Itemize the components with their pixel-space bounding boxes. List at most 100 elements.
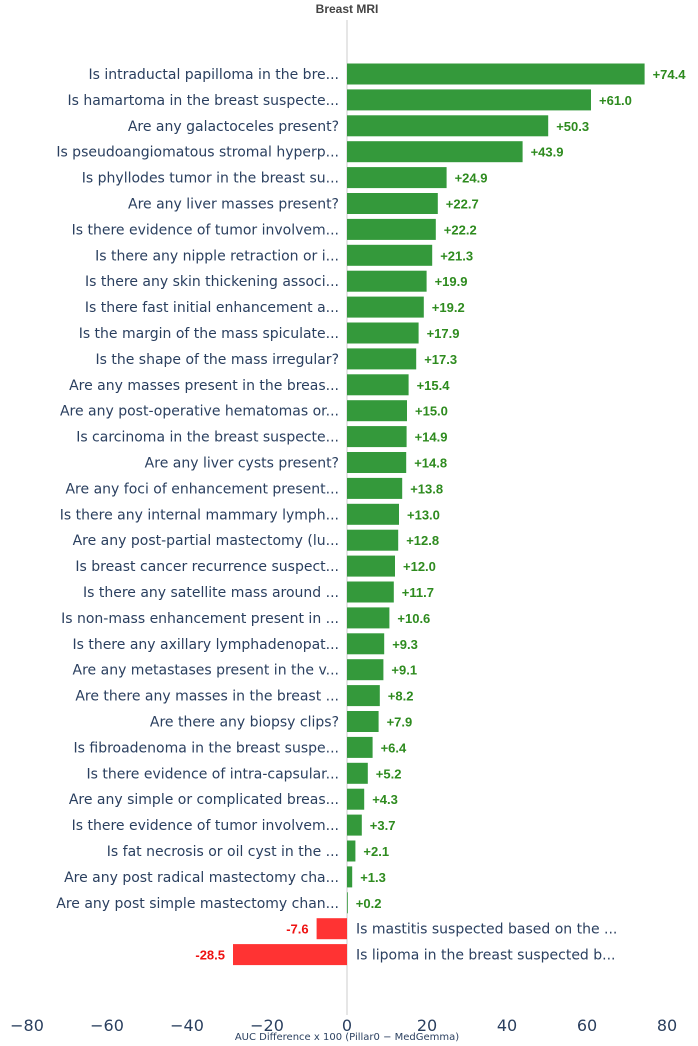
x-tick-label: 20	[417, 1016, 437, 1035]
category-label: Is there any axillary lymphadenopat...	[72, 637, 339, 653]
bar	[347, 270, 427, 292]
bar	[347, 322, 419, 344]
bar	[347, 167, 447, 189]
value-label: +13.0	[407, 507, 440, 522]
bars-group	[233, 63, 645, 966]
category-label: Is there any skin thickening associ...	[85, 274, 339, 290]
bar	[347, 374, 409, 396]
bar	[347, 426, 407, 448]
category-label: Are any galactoceles present?	[128, 119, 339, 135]
category-label: Are there any masses in the breast ...	[75, 689, 339, 705]
chart-title: Breast MRI	[316, 2, 379, 16]
value-label: +15.0	[415, 404, 448, 419]
value-label: +9.1	[391, 663, 417, 678]
x-tick-label: 80	[657, 1016, 677, 1035]
category-label: Are any post radical mastectomy cha...	[64, 870, 339, 886]
value-label: -7.6	[286, 922, 308, 937]
value-label: +10.6	[397, 611, 430, 626]
value-label: +17.9	[427, 326, 460, 341]
category-label: Is breast cancer recurrence suspect...	[75, 559, 339, 575]
bar	[347, 400, 407, 422]
x-tick-label: −20	[250, 1016, 284, 1035]
value-label: +14.8	[414, 456, 447, 471]
bar	[347, 788, 365, 810]
value-label: +1.3	[360, 870, 386, 885]
x-tick-label: 40	[497, 1016, 517, 1035]
value-label: +2.1	[363, 844, 389, 859]
category-label: Are any post-operative hematomas or...	[60, 404, 339, 420]
value-label: +19.2	[432, 300, 465, 315]
value-label: +21.3	[440, 248, 473, 263]
category-label: Are any post-partial mastectomy (lu...	[73, 533, 339, 549]
bar	[347, 840, 356, 862]
bar	[233, 944, 347, 966]
bar	[347, 685, 380, 707]
bar	[347, 244, 433, 266]
x-axis-title: AUC Difference x 100 (Pillar0 − MedGemma…	[235, 1032, 459, 1043]
bar	[347, 193, 438, 214]
bar	[347, 736, 373, 758]
x-tick-label: −80	[10, 1016, 44, 1035]
bar	[347, 348, 417, 370]
category-label: Is pseudoangiomatous stromal hyperp...	[56, 145, 339, 161]
value-label: +19.9	[435, 274, 468, 289]
category-label: Is there evidence of tumor involvem...	[72, 222, 339, 238]
category-label: Are there any biopsy clips?	[150, 715, 339, 731]
value-label: +15.4	[417, 378, 451, 393]
category-label: Is there any internal mammary lymph...	[60, 507, 339, 523]
value-label: +8.2	[388, 689, 414, 704]
category-labels: Is intraductal papilloma in the bre... Is…	[56, 67, 617, 964]
value-label: +13.8	[410, 481, 443, 496]
value-label: -28.5	[195, 948, 225, 963]
bar	[347, 452, 407, 473]
category-label: Are any masses present in the breas...	[69, 378, 339, 394]
category-label: Is phyllodes tumor in the breast su...	[82, 171, 339, 187]
bar	[316, 918, 347, 940]
value-label: +24.9	[455, 171, 488, 186]
value-labels: +74.4 +61.0 +50.3 +43.9 +24.9 +22.7 +22.2 +21.3…	[195, 67, 686, 963]
bar	[347, 607, 390, 629]
value-label: +4.3	[372, 792, 398, 807]
value-label: +74.4	[653, 67, 687, 82]
category-label: Is mastitis suspected based on the ...	[356, 922, 617, 938]
value-label: +22.2	[444, 222, 477, 237]
value-label: +6.4	[381, 740, 407, 755]
category-label: Are any post simple mastectomy chan...	[56, 896, 339, 912]
bar	[347, 711, 379, 732]
bar	[347, 633, 385, 655]
x-axis-ticks: −80 −60 −40 −20 0 20 40 60 80	[10, 1016, 677, 1035]
bar	[347, 477, 403, 499]
value-label: +12.8	[406, 533, 439, 548]
bar	[347, 762, 368, 784]
value-label: +7.9	[387, 715, 413, 730]
category-label: Are any liver masses present?	[128, 197, 339, 213]
bar	[347, 866, 353, 888]
value-label: +11.7	[402, 585, 434, 600]
bar	[347, 63, 645, 85]
category-label: Is the margin of the mass spiculate...	[79, 326, 339, 342]
category-label: Is fat necrosis or oil cyst in the ...	[107, 844, 339, 860]
bar	[347, 529, 399, 551]
value-label: +50.3	[556, 119, 589, 134]
bar	[347, 814, 362, 836]
bar	[347, 141, 523, 163]
value-label: +12.0	[403, 559, 436, 574]
category-label: Is there evidence of intra-capsular...	[87, 766, 340, 782]
bar	[347, 89, 591, 111]
x-tick-label: −60	[90, 1016, 124, 1035]
bar	[347, 503, 399, 525]
category-label: Is intraductal papilloma in the bre...	[88, 67, 339, 83]
category-label: Is hamartoma in the breast suspecte...	[67, 93, 339, 109]
category-label: Are any metastases present in the v...	[73, 663, 339, 679]
category-label: Is there any satellite mass around ...	[83, 585, 339, 601]
x-tick-label: 60	[577, 1016, 597, 1035]
value-label: +0.2	[356, 896, 382, 911]
bar	[347, 659, 384, 681]
value-label: +43.9	[531, 145, 564, 160]
x-tick-label: −40	[170, 1016, 204, 1035]
x-tick-label: 0	[342, 1016, 352, 1035]
category-label: Is there any nipple retraction or i...	[95, 248, 339, 264]
category-label: Is the shape of the mass irregular?	[96, 352, 340, 368]
value-label: +17.3	[424, 352, 457, 367]
